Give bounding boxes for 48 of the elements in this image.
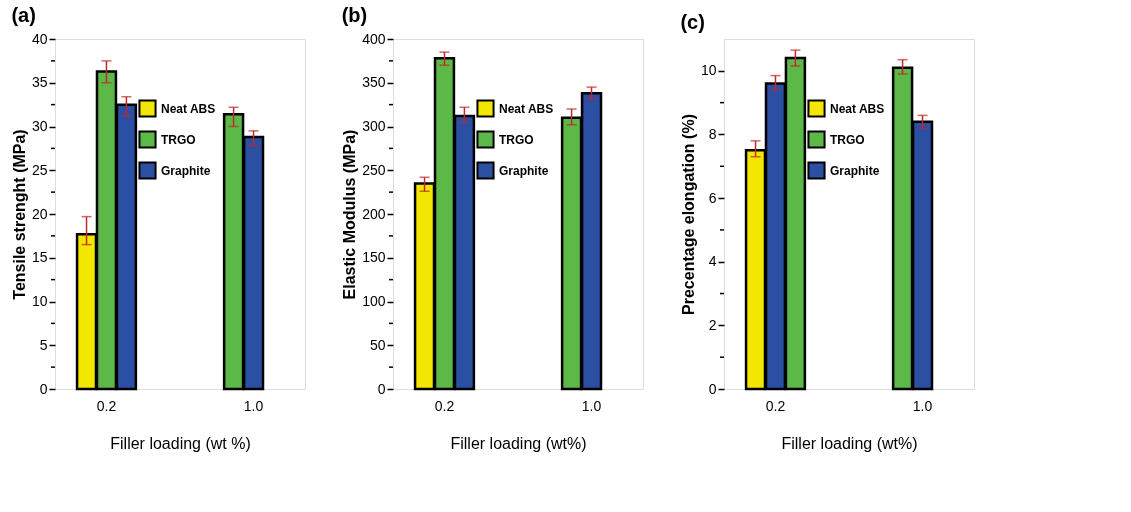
y-tick-label: 350 — [362, 74, 386, 91]
y-tick-label: 150 — [362, 249, 386, 266]
y-tick-label: 20 — [31, 205, 48, 222]
y-axis-title: Tensile strenght (MPa) — [10, 129, 28, 300]
legend-label: TRGO — [830, 132, 865, 147]
y-axis-title: Elastic Modulus (MPa) — [341, 129, 359, 300]
y-tick-label: 5 — [39, 336, 48, 353]
y-tick-label: 10 — [31, 293, 48, 309]
chart-title: (b) — [341, 4, 368, 26]
y-axis-title: Precentage elongation (%) — [679, 114, 697, 315]
x-tick-label: 0.2 — [434, 397, 455, 414]
y-tick-label: 0 — [377, 380, 386, 397]
y-tick-label: 6 — [708, 189, 717, 206]
x-axis-title: Filler loading (wt%) — [450, 434, 587, 452]
legend-label: Neat ABS — [499, 101, 554, 116]
y-tick-label: 100 — [362, 293, 386, 309]
x-axis-title: Filler loading (wt%) — [781, 434, 918, 452]
y-tick-label: 0 — [708, 380, 717, 397]
chart-title: (a) — [11, 4, 36, 26]
y-tick-label: 300 — [362, 118, 386, 134]
y-tick-label: 250 — [362, 161, 386, 178]
y-tick-label: 10 — [700, 62, 717, 79]
x-tick-label: 1.0 — [581, 397, 602, 414]
legend-label: TRGO — [161, 132, 196, 147]
y-tick-label: 25 — [31, 161, 48, 178]
legend-label: Neat ABS — [161, 101, 216, 116]
chart-title: (c) — [680, 11, 705, 33]
legend-label: Neat ABS — [830, 101, 885, 116]
y-tick-label: 400 — [362, 30, 386, 47]
y-tick-label: 2 — [708, 316, 717, 333]
legend-label: Graphite — [161, 163, 211, 178]
x-tick-label: 1.0 — [243, 397, 264, 414]
legend-label: TRGO — [499, 132, 534, 147]
y-tick-label: 200 — [362, 205, 386, 222]
x-tick-label: 1.0 — [912, 397, 933, 414]
x-tick-label: 0.2 — [765, 397, 786, 414]
legend-label: Graphite — [830, 163, 880, 178]
y-tick-label: 8 — [708, 125, 717, 142]
y-tick-label: 35 — [31, 74, 48, 91]
y-tick-label: 0 — [39, 380, 48, 397]
y-tick-label: 40 — [31, 30, 48, 47]
y-tick-label: 15 — [31, 249, 48, 266]
legend-label: Graphite — [499, 163, 549, 178]
x-axis-title: Filler loading (wt %) — [110, 434, 251, 452]
y-tick-label: 50 — [369, 336, 386, 353]
y-tick-label: 30 — [31, 118, 48, 134]
y-tick-label: 4 — [708, 253, 717, 270]
x-tick-label: 0.2 — [96, 397, 117, 414]
